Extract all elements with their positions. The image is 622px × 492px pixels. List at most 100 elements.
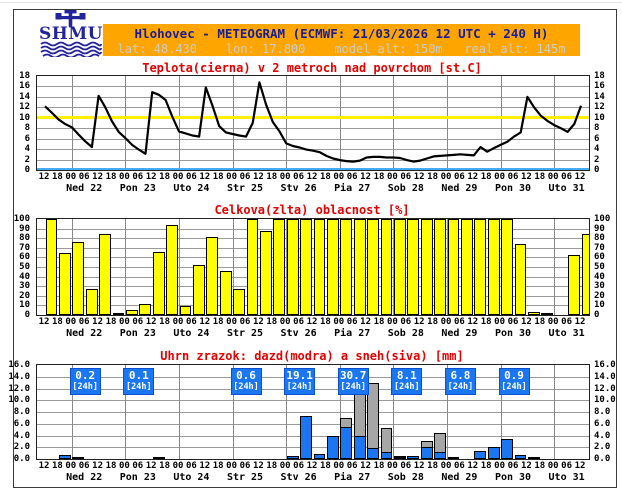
cloud-day-axis: Ned 22 Pon 23 Uto 24 Str 25 Stv 26 Pia 27 Sob … bbox=[36, 328, 588, 339]
hour-tick-label: 06 bbox=[132, 172, 144, 182]
hour-tick-label: 12 bbox=[413, 461, 425, 471]
hour-tick-label: 18 bbox=[159, 172, 171, 182]
hour-tick-label: 12 bbox=[306, 172, 318, 182]
hour-tick-label: 12 bbox=[145, 317, 157, 327]
y-axis-tick-label: 8.0 bbox=[13, 407, 30, 417]
zero-degree-line bbox=[37, 168, 589, 170]
hour-tick-label: 18 bbox=[212, 317, 224, 327]
y-axis-tick-label: 18 bbox=[594, 71, 605, 81]
cloud-bar bbox=[85, 289, 98, 315]
midnight-gridline bbox=[232, 219, 234, 315]
precip-bar-stack bbox=[380, 365, 393, 459]
cloud-bar bbox=[125, 310, 138, 315]
cloud-bar bbox=[353, 219, 366, 315]
y-axis-tick-label: 90 bbox=[19, 223, 30, 234]
y-axis-tick-label: 18 bbox=[19, 71, 30, 81]
day-label: Uto 24 bbox=[173, 328, 210, 339]
midnight-gridline bbox=[554, 219, 556, 315]
precip-bar-stack bbox=[527, 365, 540, 459]
daily-precip-total-unit: [24h] bbox=[126, 382, 152, 392]
daily-precip-total-box: 0.6 [24h] bbox=[230, 368, 262, 395]
hour-tick-label: 12 bbox=[199, 317, 211, 327]
hour-tick-label: 06 bbox=[293, 172, 305, 182]
horizontal-gridline bbox=[37, 423, 589, 425]
cloud-bar bbox=[527, 312, 540, 315]
y-axis-tick-label: 40 bbox=[19, 271, 30, 282]
snow-bar bbox=[447, 457, 460, 459]
day-label: Ned 29 bbox=[441, 472, 478, 483]
daily-precip-total-unit: [24h] bbox=[72, 382, 98, 392]
hour-tick-label: 00 bbox=[547, 172, 559, 182]
midnight-gridline bbox=[554, 76, 556, 170]
precip-bar-stack bbox=[434, 365, 446, 459]
hour-tick-label: 12 bbox=[467, 317, 479, 327]
cloud-bar bbox=[340, 219, 353, 315]
hour-tick-label: 06 bbox=[239, 172, 251, 182]
y-axis-tick-label: 0.0 bbox=[594, 454, 611, 464]
y-axis-tick-label: 12 bbox=[594, 102, 605, 113]
y-axis-tick-label: 60 bbox=[19, 252, 30, 263]
hour-tick-label: 06 bbox=[132, 461, 144, 471]
day-label: Sob 28 bbox=[387, 183, 424, 194]
hour-tick-label: 06 bbox=[293, 461, 305, 471]
horizontal-gridline bbox=[37, 412, 589, 413]
day-label: Str 25 bbox=[226, 328, 264, 339]
y-axis-tick-label: 20 bbox=[594, 290, 605, 301]
midnight-gridline bbox=[179, 365, 180, 459]
day-label: Ned 22 bbox=[66, 328, 103, 339]
rain-bar bbox=[340, 428, 353, 459]
hour-tick-label: 18 bbox=[427, 461, 439, 471]
hour-tick-label: 18 bbox=[105, 461, 117, 471]
hour-tick-label: 12 bbox=[360, 317, 372, 327]
y-axis-tick-label: 100 bbox=[594, 214, 611, 224]
precip-bar-stack bbox=[501, 365, 513, 459]
y-axis-tick-label: 2 bbox=[594, 154, 600, 165]
hour-tick-label: 12 bbox=[145, 172, 157, 182]
daily-precip-total-value: 0.9 bbox=[504, 369, 524, 382]
rain-bar bbox=[152, 457, 165, 459]
rain-bar bbox=[300, 415, 312, 459]
hour-tick-label: 06 bbox=[453, 461, 465, 471]
hour-tick-label: 06 bbox=[78, 317, 90, 327]
precip-bar-stack bbox=[58, 365, 71, 459]
precip-bar-stack bbox=[407, 365, 420, 459]
y-axis-tick-label: 80 bbox=[594, 233, 605, 244]
cloud-bar bbox=[246, 219, 259, 315]
hour-tick-label: 18 bbox=[319, 172, 331, 182]
y-axis-tick-label: 14.0 bbox=[8, 371, 30, 382]
y-axis-tick-label: 16.0 bbox=[594, 360, 616, 370]
midnight-gridline bbox=[71, 76, 73, 170]
rain-bar bbox=[72, 456, 85, 459]
hour-tick-label: 18 bbox=[266, 461, 278, 471]
rain-bar bbox=[474, 451, 487, 459]
horizontal-gridline bbox=[37, 257, 589, 259]
midnight-gridline bbox=[286, 365, 288, 459]
y-axis-tick-label: 12.0 bbox=[594, 383, 616, 394]
waves-icon bbox=[40, 41, 102, 59]
cloud-bar bbox=[447, 219, 460, 315]
midnight-gridline bbox=[125, 365, 127, 459]
midnight-gridline bbox=[339, 76, 341, 170]
y-axis-tick-label: 6.0 bbox=[594, 418, 611, 429]
hour-tick-label: 18 bbox=[373, 172, 385, 182]
day-label: Ned 22 bbox=[66, 183, 103, 194]
rain-bar bbox=[487, 446, 500, 459]
y-axis-tick-label: 8.0 bbox=[594, 407, 611, 417]
y-axis-tick-label: 50 bbox=[594, 262, 605, 272]
day-label: Pon 30 bbox=[494, 472, 532, 483]
hour-tick-label: 18 bbox=[51, 317, 63, 327]
hour-tick-label: 12 bbox=[520, 172, 532, 182]
cloud-bar bbox=[487, 219, 500, 315]
hour-tick-label: 00 bbox=[440, 461, 452, 471]
hour-tick-label: 18 bbox=[480, 317, 492, 327]
horizontal-gridline bbox=[37, 295, 589, 297]
temperature-line bbox=[44, 81, 583, 163]
cloudcover-chart-title: Celkova(zlta) oblacnost [%] bbox=[214, 203, 410, 217]
day-label: Uto 24 bbox=[173, 183, 210, 194]
day-label: Ned 29 bbox=[441, 183, 478, 194]
precip-bar-stack bbox=[300, 365, 312, 459]
y-axis-tick-label: 10 bbox=[594, 112, 605, 123]
hour-tick-label: 06 bbox=[507, 172, 519, 182]
snow-bar bbox=[393, 455, 406, 458]
y-axis-tick-label: 2 bbox=[24, 154, 30, 165]
